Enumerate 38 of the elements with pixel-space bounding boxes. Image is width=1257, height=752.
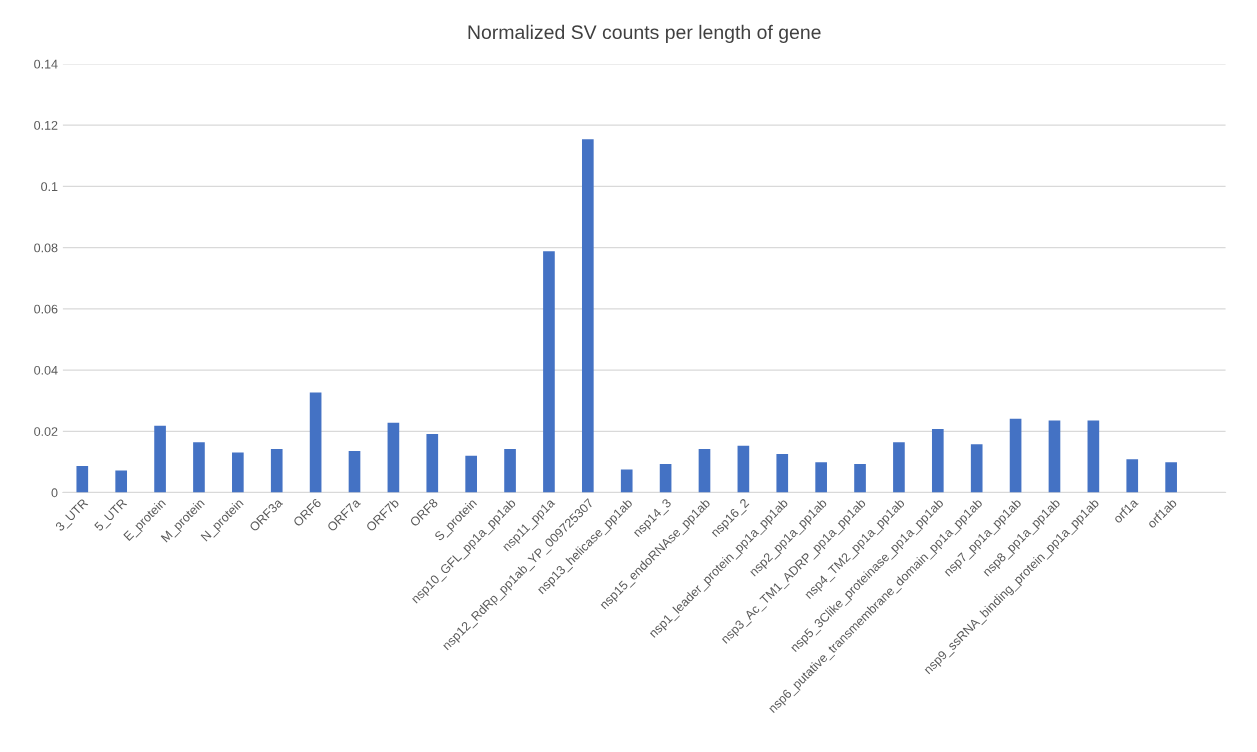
bar [76, 465, 89, 493]
bar [698, 449, 711, 493]
bar [659, 464, 672, 493]
bar [115, 470, 128, 493]
bar [1009, 418, 1022, 493]
bar [504, 449, 516, 493]
bar [620, 469, 633, 493]
bar [1165, 462, 1177, 493]
y-tick-label: 0.1 [41, 182, 58, 192]
bar [387, 422, 400, 493]
bar [193, 442, 205, 493]
y-tick-label: 0.06 [34, 304, 58, 314]
bar [309, 392, 322, 493]
bar [543, 251, 555, 493]
bar [270, 449, 283, 493]
bar [815, 462, 827, 493]
bar [348, 450, 361, 493]
y-tick-label: 0.08 [34, 243, 58, 253]
bar [970, 444, 983, 493]
bar [581, 139, 594, 493]
y-tick-label: 0.12 [34, 120, 58, 130]
bar [893, 442, 905, 493]
chart-title: Normalized SV counts per length of gene [468, 24, 821, 43]
y-tick-label: 0.04 [34, 365, 58, 375]
bar [931, 428, 944, 493]
bar [737, 445, 750, 493]
y-tick-label: 0 [51, 488, 58, 498]
bar [1048, 420, 1061, 493]
y-tick-label: 0.14 [34, 59, 58, 69]
bar [1126, 459, 1139, 493]
bar [154, 425, 166, 493]
bar [426, 434, 439, 493]
bar [776, 453, 789, 493]
bar [465, 455, 477, 493]
bar [232, 452, 244, 493]
bar [1087, 420, 1100, 493]
y-tick-label: 0.02 [34, 427, 58, 436]
bar [854, 464, 866, 493]
